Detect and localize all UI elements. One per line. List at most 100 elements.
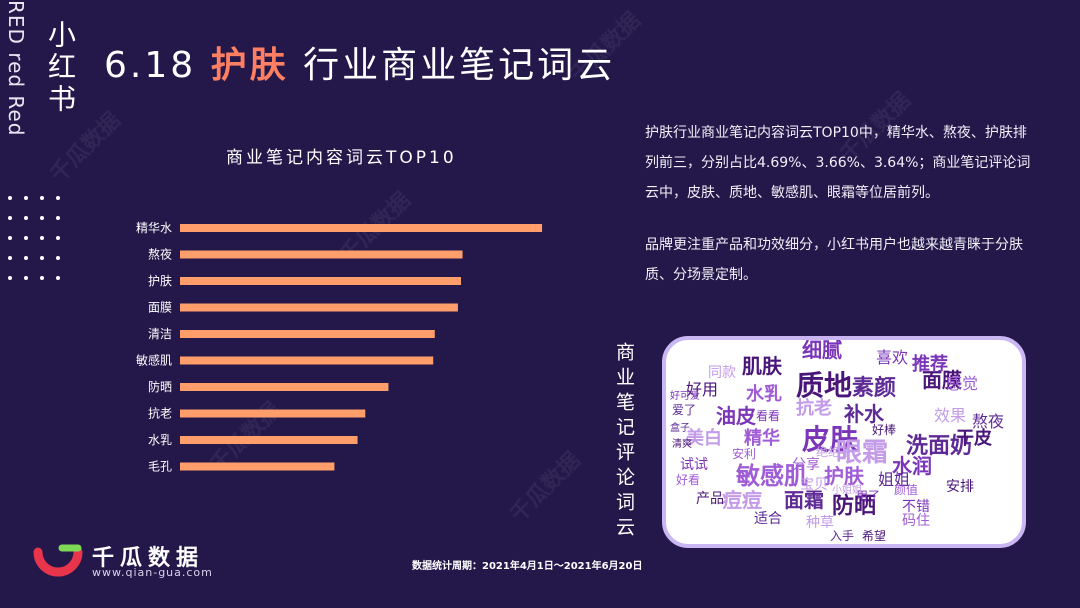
cloud-word: 试试 [680,457,708,473]
bar-label: 面膜 [148,301,172,315]
cloud-word: 水乳 [746,384,782,405]
decorative-dot [24,236,28,240]
cloud-word: 姐姐 [878,470,911,489]
cloud-word: 清爽 [672,439,692,450]
bar [180,462,335,471]
cloud-word: 熬夜 [972,412,1005,431]
decorative-dot [40,216,44,220]
cloud-word: 洗面奶 [906,434,973,459]
cloud-word: 感觉 [946,374,979,393]
cloud-word: 颜值 [894,483,919,497]
decorative-dot [24,216,28,220]
decorative-dot [40,236,44,240]
cloud-word: 护肤 [824,464,864,488]
cloud-word: 安排 [946,479,974,495]
cloud-word: 码住 [902,513,930,529]
bar [180,436,358,444]
decorative-dot [40,276,44,280]
decorative-dot [8,256,12,260]
cloud-word: 希望 [862,529,887,543]
cloud-word: 肌肤 [742,354,782,378]
cloud-word: 补水 [844,402,884,426]
decorative-dot [40,256,44,260]
page-title: 6.18 护肤 行业商业笔记词云 [104,36,615,88]
cloud-word: 油皮 [716,404,756,428]
data-period: 数据统计周期：2021年4月1日～2021年6月20日 [412,561,643,572]
decorative-dot [24,196,28,200]
cloud-word: 看看 [756,409,781,423]
cloud-word: 小姐姐 [832,485,862,496]
cloud-word: 用了 [856,489,881,503]
decorative-dot [8,276,12,280]
bar-label: 敏感肌 [136,353,172,368]
bar-label: 毛孔 [148,460,172,474]
cloud-word: 不错 [902,499,930,515]
bar [180,250,463,259]
cloud-word: 好可爱 [670,391,700,402]
cloud-word: 质地 [796,369,853,402]
title-highlight: 护肤 [210,45,289,86]
comment-cloud-label: 商业笔记评论词云 [613,342,635,542]
decorative-dot [8,216,12,220]
cloud-word: 眼霜 [836,438,889,468]
bar-label: 精华水 [136,221,172,235]
cloud-word: 面霜 [784,488,824,512]
cloud-word: 细腻 [802,338,842,362]
cloud-word: 美白 [686,428,722,449]
footer-brand: 千瓜数据 [92,546,205,571]
title-rest: 行业商业笔记词云 [288,45,616,86]
bar [180,409,366,418]
bar [180,356,434,365]
cloud-word: 面膜 [922,368,962,392]
cloud-word: 防晒 [832,494,877,519]
decorative-dot [56,216,60,220]
decorative-dot [56,196,60,200]
cloud-word: 抗老 [796,398,832,419]
decorative-dot [8,236,12,240]
cloud-word: 痘痘 [722,488,762,512]
decorative-dot [56,276,60,280]
bar [180,224,543,232]
decorative-dot-grid [8,196,70,286]
qiangua-logo-icon [33,544,83,577]
decorative-dot [40,196,44,200]
description: 护肤行业商业笔记内容词云TOP10中，精华水、熬夜、护肤排列前三，分别占比4.6… [645,118,1037,312]
bar-label: 护肤 [148,273,172,288]
footer-url: www.qian-gua.com [92,566,213,579]
bar-label: 水乳 [148,433,172,447]
cloud-word: 好看 [676,473,701,487]
decorative-dot [56,256,60,260]
cloud-word: 安利 [732,447,757,461]
bar [180,277,462,285]
cloud-word: 敏感肌 [736,462,808,490]
brand-vertical-en: RED red Red [4,0,28,137]
cloud-word: 爱了 [672,403,697,417]
cloud-word: 种草 [806,515,834,531]
bar-label: 防晒 [148,379,172,394]
cloud-word: 产品 [696,491,724,507]
cloud-word: 好用 [686,380,719,399]
cloud-word: 素颜 [852,376,897,401]
brand-vertical-cn: 小红书 [44,20,77,116]
cloud-word: 绝绝子 [816,445,853,459]
bar-label: 熬夜 [148,247,172,262]
cloud-word: 宝贝 [800,477,828,493]
description-paragraph-1: 护肤行业商业笔记内容词云TOP10中，精华水、熬夜、护肤排列前三，分别占比4.6… [645,125,1031,201]
cloud-word: 精华 [744,428,780,449]
cloud-word: 分享 [792,457,820,473]
chart-title: 商业笔记内容词云TOP10 [226,148,457,168]
cloud-word: 皮肤 [802,423,859,456]
watermark: 千瓜数据 [45,107,126,188]
cloud-word: 推荐 [912,354,948,375]
cloud-word: 水润 [892,454,932,478]
cloud-word: 入手 [830,529,855,543]
decorative-dot [24,256,28,260]
cloud-word: 效果 [934,406,967,425]
cloud-word: 好棒 [872,423,897,437]
cloud-word: 干皮 [956,428,992,449]
decorative-dot [8,196,12,200]
bar-label: 抗老 [148,406,172,421]
comment-word-cloud: 质地皮肤敏感肌 眼霜 素颜 肌肤 细腻水乳 抗老 补水 面膜油皮 精华 美白 洗面奶 干皮水润 护肤痘痘… [662,336,1026,548]
bar [180,383,389,391]
